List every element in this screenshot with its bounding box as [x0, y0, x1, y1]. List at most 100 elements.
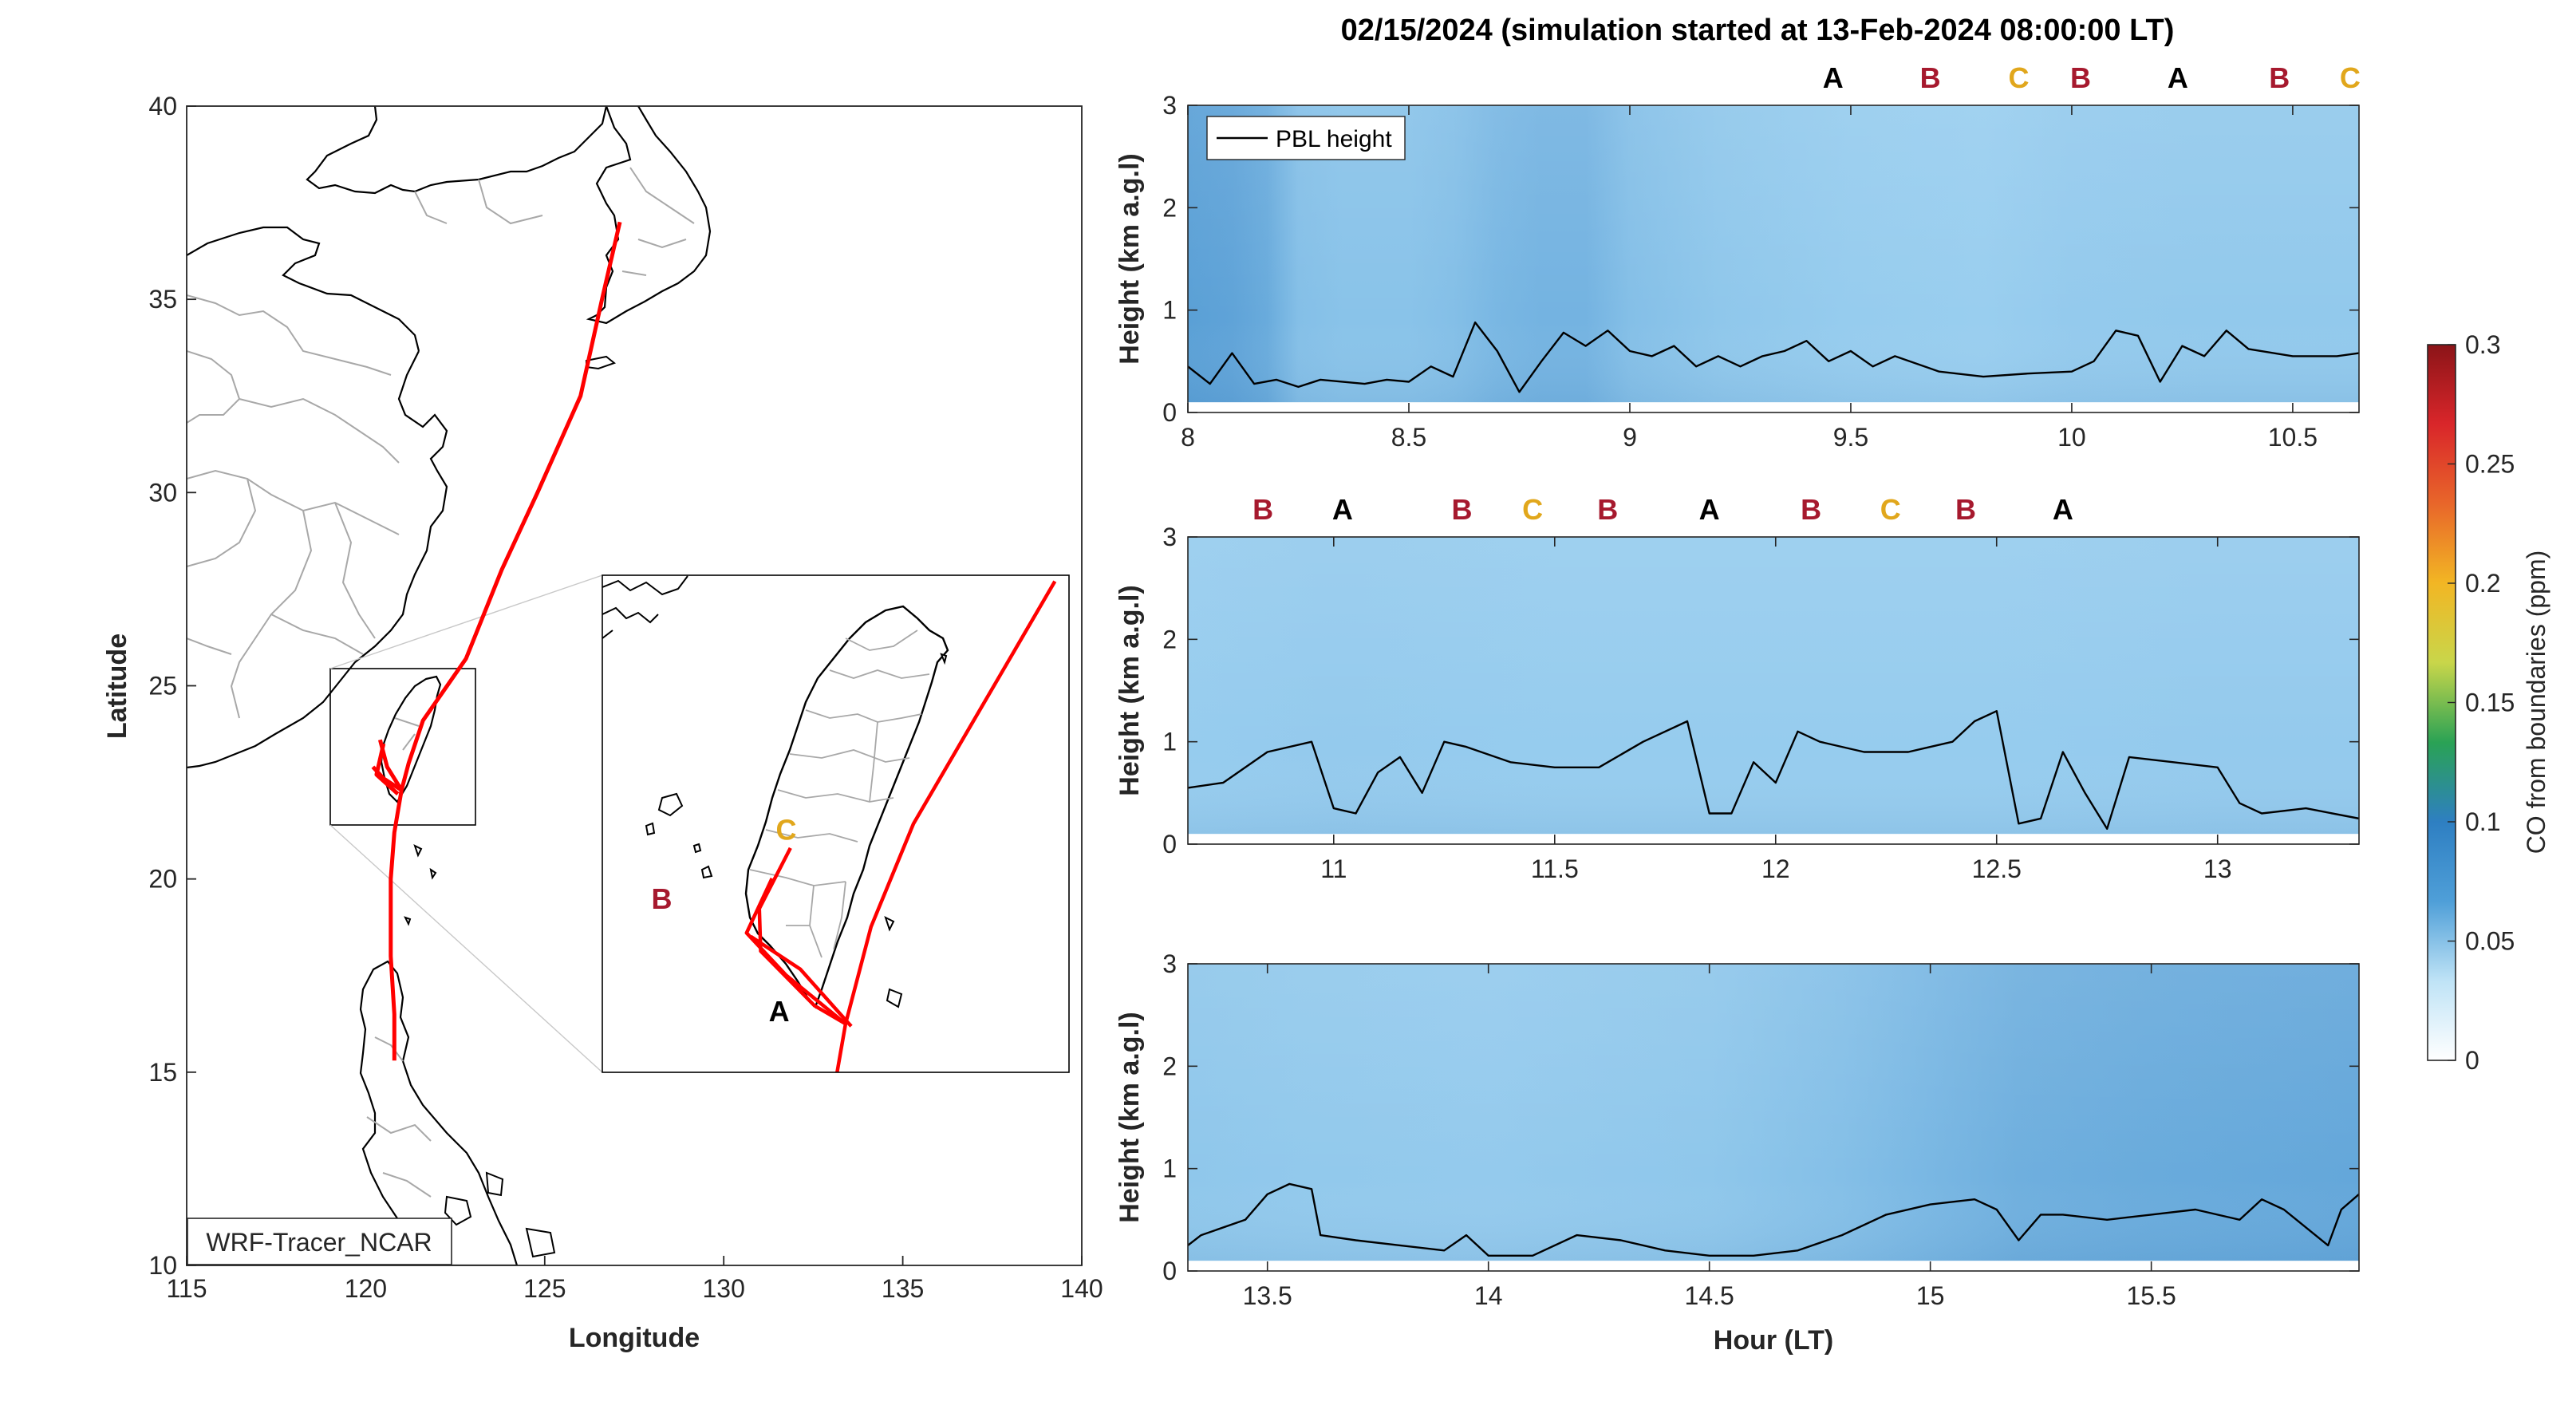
pbl-panel-1-ytick-label: 1 — [1162, 296, 1177, 325]
pbl-panel-2-pbl-line — [1188, 710, 2359, 831]
pbl-panel-1-xtick-label: 9 — [1623, 423, 1637, 452]
colorbar-tick-label: 0.15 — [2465, 689, 2515, 717]
pbl-panel-2-xtick-label: 11.5 — [1531, 855, 1579, 883]
pbl-panel-2-marker-A: A — [2053, 493, 2073, 526]
map-xlabel: Longitude — [569, 1323, 700, 1353]
colorbar-ticks: 0 0.05 0.1 0.15 0.2 0.25 0.3 — [2448, 330, 2515, 1075]
trajectory-branch-1 — [374, 743, 400, 795]
pbl-panel-1-xtick-label: 10.5 — [2268, 423, 2318, 452]
pbl-panel-2-marker-B: B — [1955, 493, 1976, 526]
map-ytick-label: 35 — [148, 285, 177, 314]
pbl-panel-1-marker-A: A — [1823, 61, 1844, 94]
inset-label-A: A — [769, 995, 790, 1028]
pbl-panel-1-marker-C: C — [2008, 61, 2029, 94]
pbl-panel-1-ytick-label: 2 — [1162, 193, 1177, 222]
pbl-panel-1-surface-strip — [1188, 402, 2359, 412]
inset-label-B: B — [651, 882, 672, 915]
pbl-panel-1-xtick-label: 9.5 — [1833, 423, 1868, 452]
pbl-panel-1-ytick-label: 3 — [1162, 91, 1177, 120]
coastline-islands-south — [404, 844, 556, 1258]
map-ytick-label: 20 — [148, 865, 177, 894]
colorbar-tick-label: 0.3 — [2465, 330, 2500, 359]
pbl-panel-3-xtick-label: 14.5 — [1685, 1281, 1734, 1310]
pbl-panel-2-marker-C: C — [1522, 493, 1543, 526]
pbl-panel-3-xlabel: Hour (LT) — [1714, 1325, 1833, 1356]
pbl-panel-1-axes-box — [1187, 105, 2360, 413]
inset-source-box — [329, 668, 476, 826]
inset-frame — [602, 574, 1070, 1073]
map-xtick-label: 115 — [166, 1274, 207, 1303]
map-xtick-label: 120 — [345, 1274, 387, 1303]
pbl-panel-3-shade — [1188, 964, 2359, 1271]
inset-connector-top — [329, 574, 603, 669]
pbl-panel-1-pbl-line — [1188, 321, 2359, 393]
pbl-panel-1: 8 8.5 9 9.5 10 10.5 0 1 2 3 Height (km a.g.l) PBL h… — [1114, 61, 2361, 452]
coastline-korea — [306, 106, 608, 195]
pbl-panel-1-xtick-label: 10 — [2057, 423, 2086, 452]
pbl-panel-1-marker-B: B — [2070, 61, 2091, 94]
taiwan-inset: C B A — [602, 574, 1070, 1073]
inset-label-C: C — [775, 813, 796, 846]
pbl-panel-1-xtick-label: 8 — [1181, 423, 1195, 452]
coastline-china-east — [187, 350, 448, 769]
map-ytick-label: 10 — [148, 1251, 177, 1280]
inset-track-1 — [757, 847, 847, 1026]
pbl-panel-3-xtick-label: 15 — [1916, 1281, 1945, 1310]
pbl-panel-3: 13.5 14 14.5 15 15.5 0 1 2 3 Height (km a.g.l) Hou… — [1114, 949, 2360, 1356]
map-ytick-label: 15 — [148, 1058, 177, 1087]
inset-track-group — [744, 580, 1057, 1072]
pbl-panel-2-marker-B: B — [1252, 493, 1273, 526]
colorbar-label: CO from boundaries (ppm) — [2522, 551, 2550, 855]
map-land — [187, 106, 712, 1265]
colorbar-tick-label: 0 — [2465, 1046, 2479, 1075]
pbl-panel-2-marker-A: A — [1699, 493, 1720, 526]
coastline-shandong — [187, 226, 420, 352]
pbl-panel-3-xtick-label: 15.5 — [2126, 1281, 2176, 1310]
pbl-panel-2-marker-B: B — [1451, 493, 1472, 526]
pbl-panel-2-field — [1188, 537, 2359, 844]
pbl-panel-3-axes-box — [1187, 963, 2360, 1272]
figure-title: 02/15/2024 (simulation started at 13-Feb… — [1341, 14, 2175, 47]
map-ytick-label: 25 — [148, 672, 177, 701]
map-xtick-label: 140 — [1060, 1274, 1103, 1303]
colorbar-tick-label: 0.1 — [2465, 807, 2500, 836]
pbl-panel-3-xtick-label: 13.5 — [1243, 1281, 1292, 1310]
pbl-panel-2-shade — [1188, 537, 2359, 844]
colorbar-tick-label: 0.2 — [2465, 569, 2500, 598]
pbl-panel-2-marker-A: A — [1332, 493, 1353, 526]
pbl-panel-3-ylabel: Height (km a.g.l) — [1114, 1012, 1145, 1222]
pbl-panel-2-ylabel: Height (km a.g.l) — [1114, 585, 1145, 795]
pbl-panel-1-marker-B: B — [2269, 61, 2290, 94]
pbl-panel-1-marker-A: A — [2168, 61, 2188, 94]
colorbar: 0 0.05 0.1 0.15 0.2 0.25 0.3 CO from boundarie… — [2427, 330, 2550, 1075]
inset-connector-bottom — [329, 824, 603, 1073]
pbl-panel-2-marker-B: B — [1801, 493, 1821, 526]
trajectory-map: 115 120 125 130 135 140 10 15 20 25 30 35 40 Longitu… — [102, 92, 1103, 1353]
pbl-panel-2-xtick-label: 12 — [1761, 855, 1790, 883]
inset-coast-china — [602, 575, 688, 639]
pbl-panel-3-ytick-label: 0 — [1162, 1257, 1177, 1285]
map-ticks: 115 120 125 130 135 140 10 15 20 25 30 35 40 — [148, 92, 1103, 1303]
colorbar-tick-label: 0.05 — [2465, 927, 2515, 956]
pbl-panel-3-ytick-label: 3 — [1162, 949, 1177, 978]
coastline-korea-peninsula — [586, 106, 712, 325]
inset-track-3 — [749, 934, 853, 1028]
map-xtick-label: 130 — [703, 1274, 745, 1303]
pbl-panel-3-pbl-line — [1188, 1182, 2359, 1257]
pbl-panel-1-marker-B: B — [1920, 61, 1941, 94]
pbl-panel-1-ytick-label: 0 — [1162, 398, 1177, 427]
pbl-panel-2-ytick-label: 1 — [1162, 728, 1177, 756]
pbl-panel-1-xtick-label: 8.5 — [1391, 423, 1426, 452]
inset-track-0 — [835, 580, 1057, 1072]
inset-islands — [645, 653, 948, 1008]
pbl-panel-3-field — [1188, 964, 2359, 1271]
pbl-panel-2-xtick-label: 11 — [1320, 855, 1347, 883]
pbl-panel-3-surface-strip — [1188, 1261, 2359, 1271]
pbl-panel-2-ytick-label: 3 — [1162, 523, 1177, 551]
map-ytick-label: 30 — [148, 478, 177, 507]
pbl-panel-2-xtick-label: 13 — [2203, 855, 2232, 883]
pbl-panel-2-xtick-label: 12.5 — [1972, 855, 2022, 883]
pbl-panel-1-ylabel: Height (km a.g.l) — [1114, 153, 1145, 364]
pbl-legend: PBL height — [1206, 116, 1406, 160]
